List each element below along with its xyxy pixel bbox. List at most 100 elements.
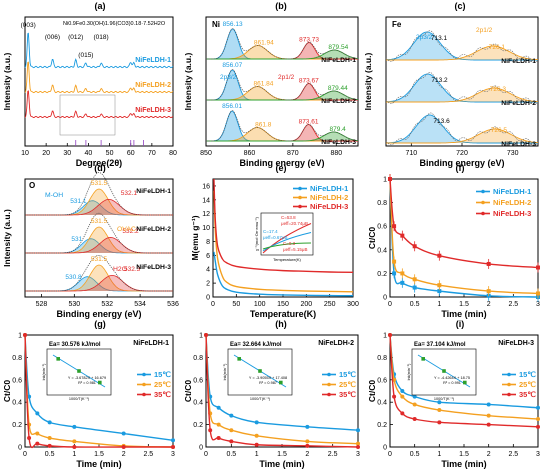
envelope: [25, 172, 173, 216]
x-tick-label: 1: [437, 451, 441, 458]
inset-curve: [262, 232, 312, 252]
x-axis-label: Temperature(K): [250, 309, 316, 319]
legend-label: 35℃: [519, 390, 536, 399]
inset-xlabel: 1000/T(K⁻¹): [250, 397, 271, 401]
zoom-inset: [59, 94, 116, 136]
x-tick-label: 860: [244, 150, 256, 157]
y-tick-label: 0.4: [377, 400, 387, 407]
data-point: [437, 420, 442, 425]
y-tick-label: 0.6: [193, 377, 203, 384]
fit-point: [77, 369, 81, 373]
y-tick-label: 8: [206, 239, 210, 246]
series-label: NiFeLDH-3: [321, 139, 356, 146]
y-tick-label: 0: [383, 295, 387, 302]
orbital-label: 2p1/2: [278, 74, 295, 81]
y-tick-label: 2: [206, 281, 210, 288]
activation-energy: Ea= 30.576 kJ/mol: [49, 342, 101, 348]
series-label: NiFeLDH-2: [136, 226, 171, 233]
peak-value: 726.3: [490, 86, 507, 93]
peak-value: 531: [71, 236, 82, 243]
panel-label: (c): [455, 1, 466, 11]
panel-label: (i): [456, 319, 465, 329]
data-point: [437, 400, 442, 405]
panel-d: (d) Binding energy (eV) Intensity (a.u.) 52…: [2, 163, 179, 319]
element-label: O: [29, 181, 35, 190]
legend-label: NiFeLDH-2: [310, 193, 348, 202]
legend-label: 25℃: [154, 380, 171, 389]
series-label: NiFeLDH-2: [501, 100, 536, 107]
legend-label: 15℃: [339, 370, 356, 379]
panel-g: (g) Time (min) Ct/C0 0 0.5 1 1.5 2 2.5 3 0 0.2 0.4 0.…: [2, 319, 175, 469]
y-tick-label: 1: [199, 333, 203, 340]
inset-ylabel: lnk(min⁻¹): [223, 363, 227, 381]
legend-marker: [298, 195, 302, 200]
legend-marker: [298, 204, 302, 209]
y-tick-label: 16: [202, 183, 210, 190]
x-tick-label: 300: [347, 301, 359, 308]
x-tick-label: 70: [148, 150, 156, 157]
y-tick-label: 0: [383, 445, 387, 452]
data-point: [356, 428, 360, 433]
x-tick-label: 3: [171, 451, 175, 458]
legend-marker: [481, 211, 485, 216]
x-tick-label: 2.5: [508, 451, 518, 458]
peak-value: 726.1: [489, 44, 506, 51]
fit-point: [279, 380, 283, 385]
y-axis-label: Ct/C0: [367, 227, 377, 249]
data-point: [35, 411, 40, 416]
legend-label: 25℃: [339, 380, 356, 389]
y-axis-label: Intensity (a.u.): [183, 53, 193, 111]
peak-value: 532.1: [121, 190, 138, 197]
data-point: [400, 411, 405, 416]
data-point: [536, 417, 540, 421]
series-line-0: [213, 251, 354, 297]
plot-frame: [205, 16, 359, 147]
fit-point: [258, 369, 262, 373]
x-tick-label: 250: [324, 301, 336, 308]
element-label: Fe: [392, 20, 402, 29]
fit-r2: R² = 0.991: [443, 381, 461, 385]
plot-frame: [24, 16, 174, 147]
panel-c: (c) Binding energy (eV) Intensity (a.u.) 71…: [363, 1, 539, 168]
legend-marker: [142, 372, 146, 377]
x-tick-label: 3: [536, 451, 540, 458]
panel-label: (g): [94, 319, 106, 329]
x-tick-label: 2.5: [143, 451, 153, 458]
data-point: [216, 422, 221, 427]
peak-value: 879.44: [328, 85, 348, 92]
y-tick-label: 4: [206, 267, 210, 274]
data-point: [229, 439, 234, 444]
y-tick-label: 1: [18, 333, 22, 340]
data-point: [305, 439, 310, 444]
data-point: [229, 413, 234, 418]
panel-b: (b) Binding energy (eV) Intensity (a.u.) 85…: [183, 1, 359, 168]
envelope: [385, 72, 539, 105]
x-tick-label: 2.5: [508, 301, 518, 308]
inset-annotation: μeff=5.15μB: [283, 247, 308, 252]
inset-annotation: μeff=20.74μB: [281, 221, 308, 226]
peak-label: (006): [45, 34, 60, 41]
fit-point: [421, 357, 425, 361]
x-tick-label: 0.5: [45, 451, 55, 458]
component-label: H2O: [113, 266, 127, 273]
peak-label: (012): [68, 34, 83, 41]
data-point: [400, 394, 405, 399]
fit-equation: Y = -3.6782X + 16.679: [68, 376, 106, 380]
panel-i: (i) Time (min) Ct/C0 0 0.5 1 1.5 2 2.5 3 0 0.2 0.4 0.…: [367, 319, 540, 469]
data-point: [27, 394, 32, 399]
component-label: M-OH: [45, 192, 63, 199]
x-axis-label: Time (min): [441, 459, 486, 469]
y-tick-label: 12: [202, 211, 210, 218]
y-tick-label: 10: [202, 225, 210, 232]
y-tick-label: 6: [206, 253, 210, 260]
y-tick-label: 0.8: [377, 355, 387, 362]
legend-marker: [507, 372, 511, 377]
x-tick-label: 0: [388, 301, 392, 308]
data-point: [204, 333, 208, 337]
y-tick-label: 0.6: [12, 377, 22, 384]
legend-label: 25℃: [519, 380, 536, 389]
envelope: [206, 69, 359, 101]
data-point: [27, 436, 32, 441]
legend-marker: [507, 392, 511, 397]
